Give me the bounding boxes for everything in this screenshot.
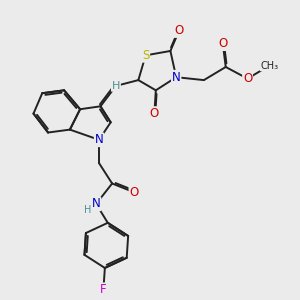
- Text: O: O: [218, 37, 227, 50]
- Text: H: H: [84, 205, 92, 215]
- Text: O: O: [150, 107, 159, 120]
- Text: N: N: [172, 71, 181, 84]
- Text: O: O: [129, 186, 139, 199]
- Text: F: F: [100, 283, 107, 296]
- Text: O: O: [175, 24, 184, 37]
- Text: N: N: [95, 133, 103, 146]
- Text: O: O: [243, 72, 252, 85]
- Text: H: H: [112, 81, 120, 91]
- Text: N: N: [92, 197, 100, 210]
- Text: S: S: [142, 49, 149, 62]
- Text: CH₃: CH₃: [260, 61, 278, 70]
